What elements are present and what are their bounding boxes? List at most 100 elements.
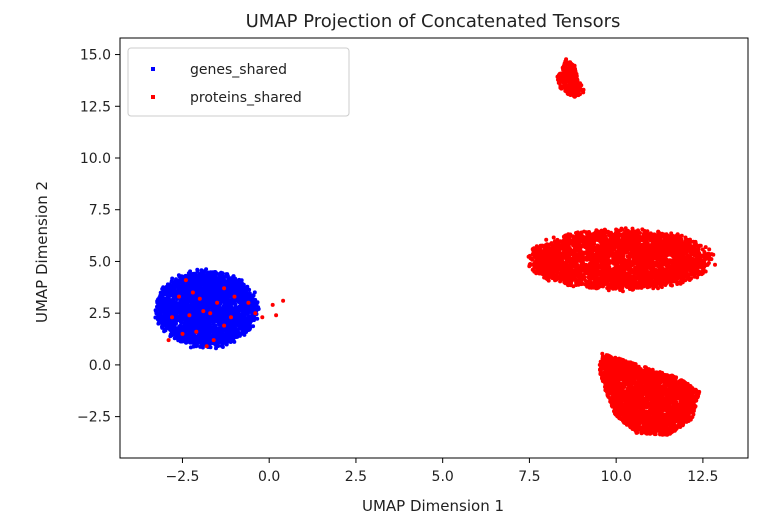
- data-point: [201, 299, 206, 304]
- data-point: [165, 282, 170, 287]
- data-point: [244, 290, 249, 295]
- data-point: [214, 278, 219, 283]
- data-point: [171, 318, 176, 323]
- data-point: [221, 275, 226, 280]
- data-point: [207, 303, 212, 307]
- data-point: [207, 316, 212, 321]
- data-point: [180, 314, 185, 319]
- points-layer: [153, 57, 717, 437]
- data-point: [208, 327, 213, 332]
- data-point: [231, 322, 236, 327]
- data-point: [195, 312, 199, 317]
- data-point: [178, 339, 183, 344]
- data-point: [235, 311, 240, 315]
- data-point: [188, 269, 193, 274]
- data-point: [179, 274, 184, 279]
- data-point: [228, 299, 233, 304]
- data-point: [161, 308, 166, 313]
- data-point: [212, 313, 217, 318]
- data-point: [201, 315, 206, 320]
- data-point: [221, 298, 226, 302]
- data-point: [187, 308, 192, 313]
- data-point: [207, 276, 212, 281]
- data-point: [225, 325, 230, 330]
- data-point: [706, 261, 711, 265]
- data-point: [172, 302, 177, 307]
- data-point: [172, 336, 177, 341]
- data-point: [201, 333, 206, 338]
- data-point: [210, 306, 215, 311]
- data-point: [687, 246, 692, 251]
- data-point: [231, 309, 236, 314]
- data-point: [160, 302, 165, 307]
- data-point: [207, 291, 212, 296]
- data-point: [190, 296, 195, 301]
- data-point: [175, 285, 180, 290]
- data-point: [201, 272, 206, 277]
- data-point: [205, 336, 210, 341]
- data-point: [251, 324, 256, 329]
- data-point: [189, 335, 194, 340]
- data-point: [198, 274, 203, 278]
- data-point: [619, 226, 624, 231]
- data-point: [224, 283, 228, 288]
- data-point: [248, 321, 252, 325]
- data-point: [213, 274, 218, 279]
- data-point: [196, 303, 201, 307]
- data-point: [181, 282, 186, 287]
- data-point: [196, 282, 201, 287]
- data-point: [171, 289, 176, 294]
- data-point: [205, 321, 210, 326]
- data-point: [183, 303, 188, 308]
- data-point: [188, 304, 193, 309]
- data-point: [171, 307, 176, 312]
- data-point: [193, 277, 197, 282]
- data-point: [201, 295, 206, 300]
- data-point: [212, 331, 217, 335]
- data-point: [218, 296, 223, 301]
- data-point: [239, 282, 244, 287]
- data-point: [164, 305, 169, 310]
- data-point: [226, 294, 231, 299]
- data-point: [177, 288, 181, 293]
- data-point: [239, 302, 243, 307]
- data-point: [713, 262, 717, 267]
- data-point: [247, 315, 252, 320]
- data-point: [252, 318, 256, 323]
- data-point: [241, 286, 246, 291]
- data-point: [163, 314, 168, 319]
- data-point: [180, 286, 185, 291]
- data-point: [171, 331, 176, 336]
- data-point: [194, 306, 199, 311]
- data-point: [226, 328, 231, 333]
- data-point: [243, 328, 248, 333]
- data-point: [167, 293, 172, 298]
- data-point: [189, 320, 194, 325]
- data-point: [215, 326, 220, 331]
- data-point: [200, 343, 205, 348]
- data-point: [213, 287, 218, 292]
- data-point: [212, 309, 217, 314]
- data-point: [246, 310, 251, 315]
- data-point: [212, 293, 217, 297]
- data-point: [184, 340, 189, 345]
- data-point: [233, 291, 238, 296]
- data-point: [155, 317, 160, 322]
- data-point: [241, 310, 245, 315]
- data-point: [191, 316, 196, 321]
- data-point: [226, 321, 231, 326]
- data-point: [175, 317, 180, 322]
- data-point: [168, 321, 173, 326]
- data-point: [205, 279, 210, 284]
- data-point: [224, 272, 229, 277]
- data-point: [193, 339, 197, 344]
- data-point: [205, 273, 209, 278]
- data-point: [240, 328, 245, 333]
- data-point: [239, 278, 244, 283]
- data-point: [235, 278, 240, 283]
- data-point: [176, 301, 180, 306]
- data-point: [173, 294, 178, 299]
- data-point: [215, 283, 220, 288]
- data-point: [235, 329, 240, 334]
